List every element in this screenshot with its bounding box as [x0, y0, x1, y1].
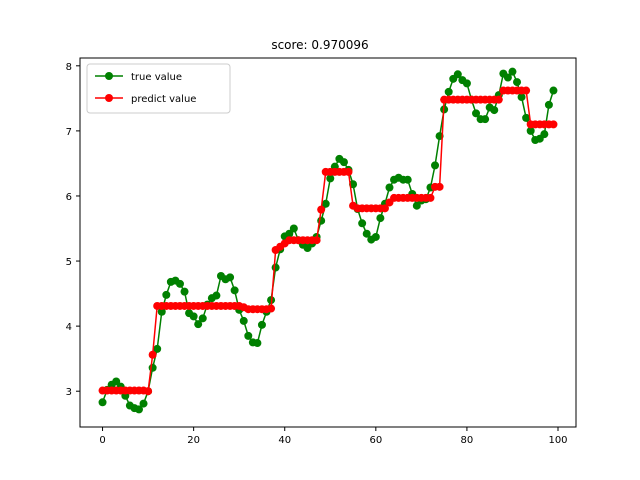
series-1-point-89 [503, 73, 512, 82]
series-1-point-99 [549, 86, 558, 95]
series-2-point-37 [267, 304, 276, 313]
series-1-point-93 [522, 113, 531, 122]
series-2-point-54 [344, 167, 353, 176]
series-2-point-47 [312, 236, 321, 245]
series-1-point-60 [371, 232, 380, 241]
series-1-point-73 [431, 161, 440, 170]
y-tick-label-4: 7 [66, 127, 72, 138]
x-tick-label-2: 40 [278, 435, 291, 446]
series-1-point-94 [526, 126, 535, 135]
series-1-point-41 [285, 229, 294, 238]
legend-marker-2 [105, 94, 113, 102]
series-1-point-0 [98, 398, 107, 407]
series-1-point-34 [253, 339, 262, 348]
y-tick-label-3: 6 [66, 192, 72, 203]
series-1-point-92 [517, 93, 526, 102]
series-1-point-69 [412, 201, 421, 210]
series-1-point-50 [326, 174, 335, 183]
axes-layer: 0 20 40 60 80 100 3 4 5 6 7 8 [66, 62, 568, 446]
series-1-point-78 [453, 70, 462, 79]
y-tick-label-5: 8 [66, 62, 72, 73]
legend-label-2: predict value [131, 94, 196, 105]
x-tick-label-3: 60 [369, 435, 382, 446]
series-1-point-31 [239, 316, 248, 325]
series-1-point-86 [490, 106, 499, 115]
y-tick-label-0: 3 [66, 387, 72, 398]
series-1-point-38 [271, 263, 280, 272]
series-1-point-29 [230, 286, 239, 295]
series-1-point-82 [472, 109, 481, 118]
series-1-point-13 [157, 307, 166, 316]
series-2-point-10 [144, 387, 153, 396]
y-tick-label-2: 5 [66, 257, 72, 268]
series-1-point-14 [162, 290, 171, 299]
series-2-point-93 [522, 86, 531, 95]
series-1-point-53 [339, 158, 348, 167]
series-1-point-61 [376, 214, 385, 223]
series-1-point-12 [153, 344, 162, 353]
series-1-point-76 [444, 87, 453, 96]
series-1-point-49 [321, 199, 330, 208]
series-1-point-42 [289, 224, 298, 233]
series-1-point-84 [481, 115, 490, 124]
x-tick-label-4: 80 [461, 435, 474, 446]
series-2-point-72 [426, 193, 435, 202]
plot-frame [79, 57, 577, 428]
series-layer [98, 67, 558, 414]
legend-label-1: true value [131, 72, 182, 83]
x-tick-label-5: 100 [548, 435, 567, 446]
series-2-point-87 [494, 95, 503, 104]
series-1-point-91 [513, 78, 522, 87]
legend: true value predict value [86, 63, 231, 114]
x-tick-label-1: 20 [187, 435, 200, 446]
series-2-point-99 [549, 120, 558, 129]
series-1-point-57 [358, 219, 367, 228]
series-1-point-32 [244, 331, 253, 340]
legend-item-2: predict value [95, 94, 196, 105]
series-1-point-11 [148, 363, 157, 372]
series-1-point-22 [198, 314, 207, 323]
series-1-point-90 [508, 67, 517, 76]
series-1-point-21 [194, 320, 203, 329]
x-tick-label-0: 0 [99, 435, 105, 446]
plot-area [80, 58, 576, 427]
series-1-point-35 [257, 320, 266, 329]
series-1 [98, 67, 558, 414]
series-1-point-25 [212, 291, 221, 300]
legend-item-1: true value [95, 72, 182, 83]
series-1-point-63 [385, 183, 394, 192]
series-1-point-28 [226, 273, 235, 282]
series-2 [98, 86, 558, 396]
chart-title: score: 0.970096 [271, 38, 368, 52]
y-tick-label-1: 4 [66, 322, 72, 333]
series-1-point-3 [112, 377, 121, 386]
series-2-point-48 [317, 205, 326, 214]
series-1-point-58 [362, 229, 371, 238]
series-2-point-62 [380, 204, 389, 213]
series-1-point-97 [540, 130, 549, 139]
series-2-point-11 [148, 350, 157, 359]
series-1-point-67 [403, 175, 412, 184]
series-1-point-20 [189, 312, 198, 321]
series-1-point-98 [544, 100, 553, 109]
series-1-point-17 [175, 279, 184, 288]
series-1-point-8 [134, 405, 143, 414]
series-2-point-74 [435, 182, 444, 191]
series-1-point-80 [462, 79, 471, 88]
series-1-point-9 [139, 399, 148, 408]
legend-marker-1 [105, 72, 113, 80]
series-1-point-18 [180, 287, 189, 296]
